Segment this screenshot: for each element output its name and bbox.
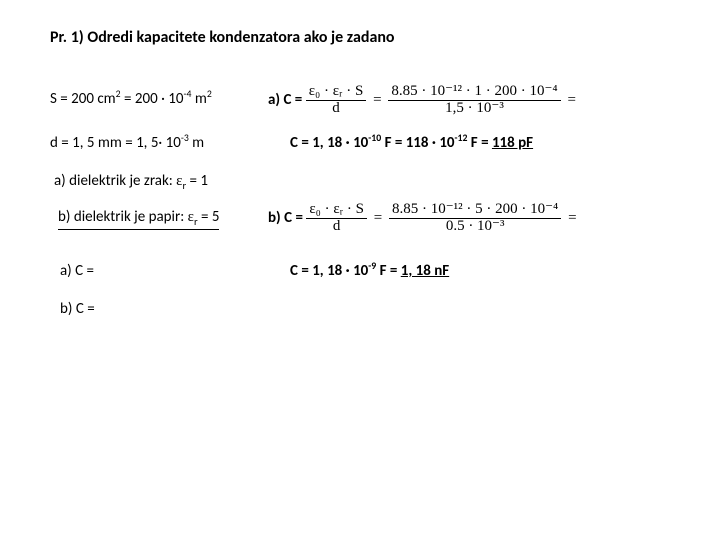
answer-a: 118 pF	[492, 134, 533, 152]
frac-formula-b: ε₀ · εᵣ · S d	[306, 202, 367, 235]
question-a: a) C =	[60, 262, 94, 280]
answer-b: 1, 18 nF	[401, 262, 449, 280]
solA-line2: C = 1, 18 · 10-10 F = 118 · 10-12 F = 11…	[290, 134, 533, 152]
solB-line1: b) C = ε₀ · εᵣ · S d = 8.85 · 10⁻¹² · 5 …	[268, 202, 577, 235]
question-b: b) C =	[60, 300, 95, 318]
frac-numeric-a: 8.85 · 10⁻¹² · 1 · 200 · 10⁻⁴ 1,5 · 10⁻³	[388, 84, 560, 117]
frac-numeric-b: 8.85 · 10⁻¹² · 5 · 200 · 10⁻⁴ 0.5 · 10⁻³	[389, 202, 561, 235]
frac-formula-a: ε₀ · εᵣ · S d	[306, 84, 367, 117]
problem-title: Pr. 1) Odredi kapacitete kondenzatora ak…	[50, 28, 690, 47]
given-dielectric-b: b) dielektrik je papir: εr = 5	[58, 208, 219, 230]
solA-line1: a) C = ε₀ · εᵣ · S d = 8.85 · 10⁻¹² · 1 …	[268, 84, 576, 117]
given-dielectric-a: a) dielektrik je zrak: εr = 1	[54, 172, 208, 190]
given-d: d = 1, 5 mm = 1, 5· 10-3 m	[50, 134, 204, 152]
solB-line2: C = 1, 18 · 10-9 F = 1, 18 nF	[290, 262, 449, 280]
given-S: S = 200 cm2 = 200 · 10-4 m2	[50, 90, 212, 108]
